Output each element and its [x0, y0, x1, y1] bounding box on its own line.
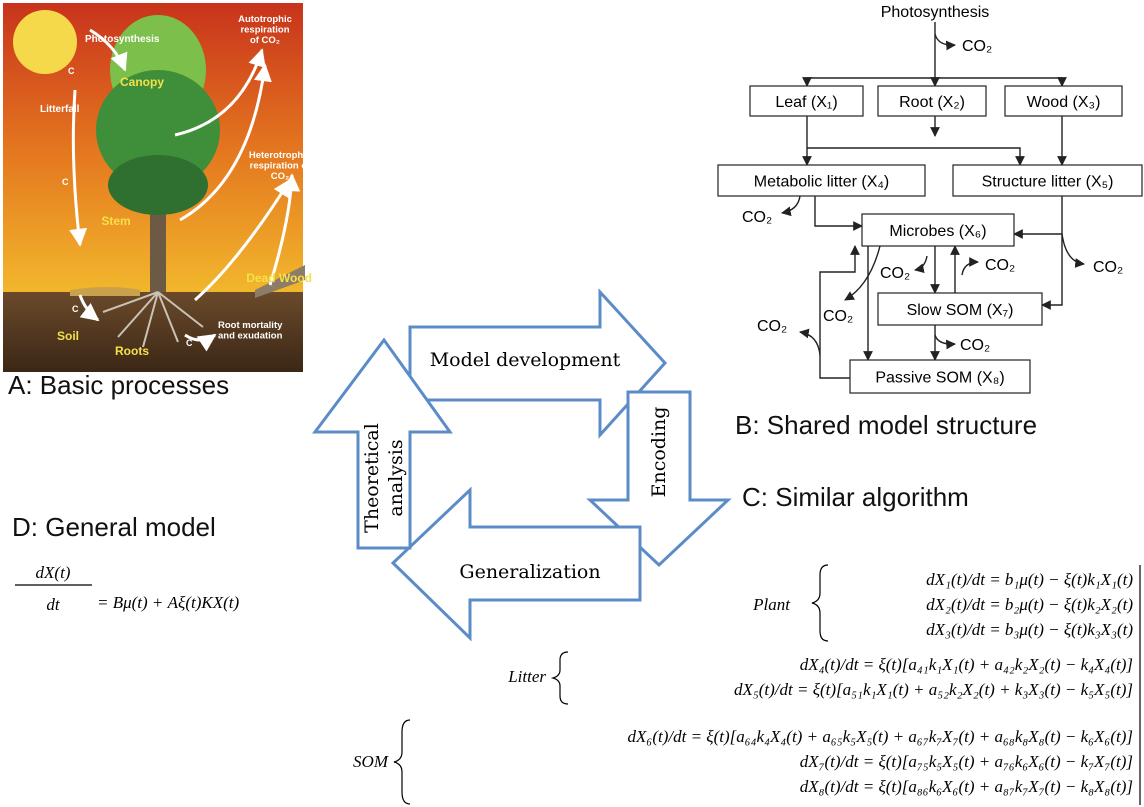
group-label: SOM	[353, 752, 389, 771]
connector	[782, 196, 800, 213]
illustration-label: CO₂	[271, 171, 289, 182]
equation: dX₅(t)/dt = ξ(t)[a₅₁k₁X₁(t) + a₅₂k₂X₂(t)…	[734, 680, 1133, 699]
sun	[13, 10, 77, 74]
illustration-label: respiration of	[250, 161, 312, 172]
panel-a-illustration	[3, 3, 305, 372]
co2-label: CO₂	[757, 318, 787, 335]
illustration-label: respiration	[240, 25, 289, 36]
node-label: Root (X₂)	[899, 94, 965, 111]
equation: dX₂(t)/dt = b₂μ(t) − ξ(t)k₂X₂(t)	[926, 595, 1133, 614]
connector	[807, 148, 1020, 165]
arrow-label: Theoretical	[361, 423, 383, 533]
canopy	[108, 155, 208, 215]
illustration-label: Canopy	[120, 75, 164, 89]
connector	[815, 196, 862, 226]
illustration-label: Photosynthesis	[85, 34, 160, 45]
illustration-label: C	[72, 304, 79, 314]
co2-label: CO₂	[960, 337, 990, 354]
connector	[962, 262, 978, 275]
equation-rhs: = Bμ(t) + Aξ(t)KX(t)	[97, 593, 239, 612]
illustration-label: C	[186, 338, 193, 348]
group-label: Litter	[507, 667, 546, 686]
illustration-label: C	[68, 66, 75, 76]
brace	[812, 565, 828, 641]
arrow-label: Model development	[430, 349, 621, 371]
illustration-label: Stem	[101, 214, 130, 228]
arrow-label: analysis	[385, 439, 407, 516]
illustration-label: Roots	[115, 344, 149, 358]
connector	[915, 256, 927, 270]
connector	[845, 246, 880, 300]
caption: C: Similar algorithm	[742, 482, 969, 512]
figure: Photosynthesis Autotrophicrespirationof C…	[0, 0, 1144, 807]
node-label: Metabolic litter (X₄)	[754, 174, 889, 191]
equation-denominator: dt	[46, 595, 61, 614]
co2-label: CO₂	[985, 257, 1015, 274]
illustration-label: Autotrophic	[238, 14, 292, 25]
node-label: Leaf (X₁)	[775, 94, 837, 111]
connector	[935, 34, 955, 45]
co2-label: CO₂	[880, 265, 910, 282]
illustration-label: Dead Wood	[246, 271, 312, 285]
connector	[1042, 196, 1062, 305]
node-label: Microbes (X₆)	[889, 223, 986, 240]
co2-label: CO₂	[823, 308, 853, 325]
arrow-label: Encoding	[648, 407, 670, 498]
group-label: Plant	[752, 595, 791, 614]
node-label: Photosynthesis	[881, 4, 990, 21]
node-label: Structure litter (X₅)	[982, 174, 1114, 191]
illustration-label: Soil	[57, 329, 79, 343]
equation-numerator: dX(t)	[36, 563, 71, 582]
equation: dX₇(t)/dt = ξ(t)[a₇₅k₅X₅(t) + a₇₆k₆X₆(t)…	[800, 752, 1133, 771]
equation: dX₃(t)/dt = b₃μ(t) − ξ(t)k₃X₃(t)	[926, 620, 1133, 639]
equation: dX₆(t)/dt = ξ(t)[a₆₄k₄X₄(t) + a₆₅k₅X₅(t)…	[628, 727, 1133, 746]
brace	[394, 720, 410, 804]
equation: dX₄(t)/dt = ξ(t)[a₄₁k₁X₁(t) + a₄₂k₂X₂(t)…	[800, 655, 1133, 674]
node-label: Wood (X₃)	[1027, 94, 1101, 111]
connector	[800, 332, 820, 355]
illustration-label: of CO₂	[250, 35, 280, 46]
equation: dX₈(t)/dt = ξ(t)[a₈₆k₆X₆(t) + a₈₇k₇X₇(t)…	[800, 777, 1133, 796]
co2-label: CO₂	[962, 38, 992, 55]
node-label: Slow SOM (X₇)	[907, 302, 1014, 319]
illustration-label: Litterfall	[40, 104, 80, 115]
arrow-label: Generalization	[459, 561, 600, 583]
illustration-label: and exudation	[218, 331, 283, 342]
connector	[1062, 234, 1084, 264]
co2-label: CO₂	[742, 209, 772, 226]
equation: dX₁(t)/dt = b₁μ(t) − ξ(t)k₁X₁(t)	[926, 570, 1133, 589]
caption: B: Shared model structure	[735, 410, 1037, 440]
caption: D: General model	[12, 512, 216, 542]
connector	[935, 335, 955, 344]
caption: A: Basic processes	[8, 370, 229, 400]
illustration-label: Heterotrophic	[249, 150, 311, 161]
illustration-label: Root mortality	[218, 320, 283, 331]
illustration-label: C	[62, 177, 69, 187]
brace	[553, 652, 568, 704]
node-label: Passive SOM (X₈)	[875, 370, 1004, 387]
co2-label: CO₂	[1093, 259, 1123, 276]
